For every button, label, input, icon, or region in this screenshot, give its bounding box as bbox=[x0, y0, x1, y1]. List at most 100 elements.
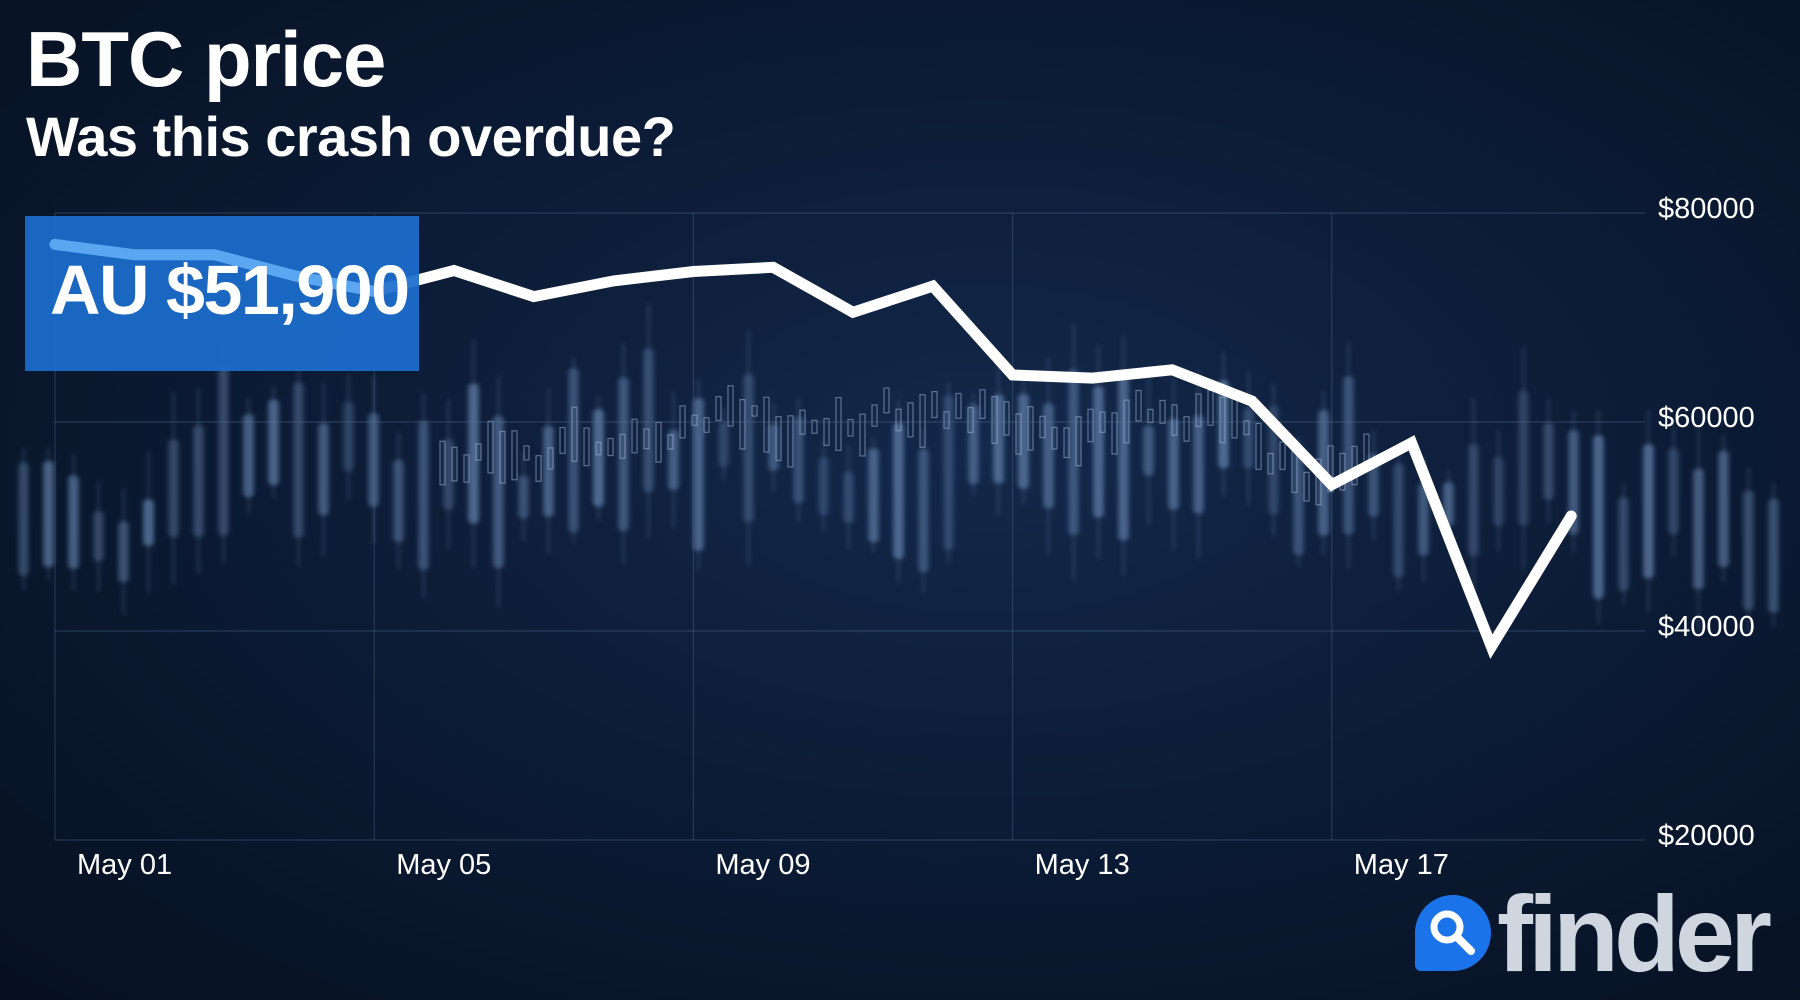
x-tick-label: May 13 bbox=[1034, 849, 1130, 881]
bg-candle-small bbox=[871, 404, 878, 427]
bg-candle-small bbox=[703, 417, 710, 433]
bg-candle-small bbox=[1111, 412, 1118, 455]
bg-candle-small bbox=[895, 408, 902, 432]
bg-candle-small bbox=[727, 385, 734, 427]
bg-candle-small bbox=[1123, 399, 1130, 444]
bg-candle-small bbox=[775, 416, 782, 462]
bg-candle-small bbox=[823, 418, 830, 446]
bg-candle-small bbox=[1051, 426, 1058, 450]
bg-candle-wick bbox=[272, 386, 275, 499]
bg-candle-small bbox=[535, 455, 542, 482]
price-line-highlight bbox=[55, 244, 374, 291]
bg-candle-wick bbox=[972, 393, 975, 496]
bg-candle-wick bbox=[1172, 378, 1175, 550]
bg-candle-small bbox=[931, 391, 938, 419]
bg-candle-wick bbox=[422, 392, 425, 598]
bg-candle-small bbox=[655, 421, 662, 463]
bg-candle-small bbox=[799, 409, 806, 435]
bg-candle-wick bbox=[1547, 399, 1550, 524]
bg-candle-small bbox=[1171, 404, 1178, 436]
x-tick-label: May 09 bbox=[715, 849, 811, 881]
bg-candle-wick bbox=[822, 440, 825, 532]
bg-candle-wick bbox=[1247, 371, 1250, 506]
magnifier-icon bbox=[1415, 895, 1491, 971]
bg-candle-small bbox=[763, 396, 770, 453]
bg-candle-wick bbox=[1772, 483, 1775, 628]
bg-candle-wick bbox=[497, 376, 500, 608]
bg-candle-wick bbox=[1197, 370, 1200, 559]
bg-candle-small bbox=[451, 446, 458, 482]
bg-candle-wick bbox=[722, 408, 725, 481]
bg-candle-wick bbox=[1147, 376, 1150, 525]
bg-candle-small bbox=[919, 394, 926, 448]
bg-candle-small bbox=[523, 445, 530, 461]
bg-candle-wick bbox=[797, 397, 800, 523]
bg-candle-small bbox=[979, 389, 986, 419]
bg-candle-small bbox=[991, 396, 998, 444]
bg-candle-small bbox=[1315, 458, 1322, 506]
bg-candle-small bbox=[955, 392, 962, 419]
bg-candle-small bbox=[607, 437, 614, 457]
bg-candle-wick bbox=[872, 438, 875, 553]
bg-candle-small bbox=[1075, 416, 1082, 467]
bg-candle-small bbox=[907, 402, 914, 438]
bg-candle-small bbox=[1255, 422, 1262, 470]
bg-candle-wick bbox=[197, 388, 200, 574]
price-badge bbox=[25, 216, 419, 371]
bg-candle-wick bbox=[322, 382, 325, 556]
bg-candle-small bbox=[691, 414, 698, 426]
bg-candle-wick bbox=[122, 489, 125, 615]
bg-candle-small bbox=[883, 387, 890, 414]
bg-candle-small bbox=[439, 440, 446, 486]
bg-candle-small bbox=[583, 427, 590, 467]
bg-candle-wick bbox=[522, 452, 525, 542]
bg-candle-wick bbox=[397, 432, 400, 570]
brand-name: finder bbox=[1497, 873, 1772, 994]
bg-candle-wick bbox=[1097, 344, 1100, 560]
bg-candle-wick bbox=[922, 428, 925, 593]
bg-candle-small bbox=[643, 428, 650, 450]
bg-candle-small bbox=[631, 418, 638, 454]
y-tick-label: $40000 bbox=[1658, 611, 1755, 643]
bg-candle-small bbox=[1183, 416, 1190, 442]
bg-candle-wick bbox=[697, 378, 700, 571]
bg-candle-wick bbox=[672, 391, 675, 529]
bg-candle-wick bbox=[1447, 469, 1450, 539]
bg-candle-small bbox=[499, 430, 506, 484]
bg-candle-wick bbox=[1597, 410, 1600, 624]
bg-candle-small bbox=[667, 434, 674, 450]
bg-candle-wick bbox=[172, 391, 175, 586]
chart-subtitle: Was this crash overdue? bbox=[26, 105, 676, 168]
bg-candle-wick bbox=[1347, 342, 1350, 569]
bg-candle-wick bbox=[1747, 467, 1750, 634]
bg-candle-small bbox=[1087, 408, 1094, 443]
y-tick-label: $80000 bbox=[1658, 193, 1755, 225]
bg-candle-wick bbox=[47, 447, 50, 581]
bg-candle-small bbox=[715, 396, 722, 422]
price-value: AU $51,900 bbox=[50, 251, 410, 329]
finder-logo: finder bbox=[1415, 873, 1785, 994]
bg-candle-wick bbox=[897, 399, 900, 583]
x-tick-label: May 01 bbox=[77, 849, 173, 881]
y-tick-label: $20000 bbox=[1658, 820, 1755, 852]
bg-candle-small bbox=[787, 415, 794, 468]
bg-candle-wick bbox=[1222, 351, 1225, 497]
bg-candle-wick bbox=[472, 339, 475, 568]
bg-candle-wick bbox=[147, 451, 150, 594]
bg-candle-small bbox=[679, 405, 686, 439]
bg-candle-small bbox=[487, 420, 494, 474]
bg-candle-wick bbox=[1047, 357, 1050, 555]
bg-candle-wick bbox=[1372, 429, 1375, 541]
bg-candle-small bbox=[547, 447, 554, 470]
bg-candle-small bbox=[1327, 445, 1334, 493]
bg-candle-wick bbox=[1622, 483, 1625, 605]
bg-candle-wick bbox=[247, 398, 250, 514]
bg-candle-wick bbox=[1572, 410, 1575, 554]
bg-candle-small bbox=[835, 397, 842, 451]
chart-title: BTC price bbox=[26, 15, 386, 103]
bg-candle-wick bbox=[947, 381, 950, 564]
bg-candle-wick bbox=[622, 343, 625, 565]
bg-candle-wick bbox=[547, 388, 550, 555]
bg-candle-wick bbox=[772, 402, 775, 492]
bg-candle-wick bbox=[1472, 398, 1475, 603]
